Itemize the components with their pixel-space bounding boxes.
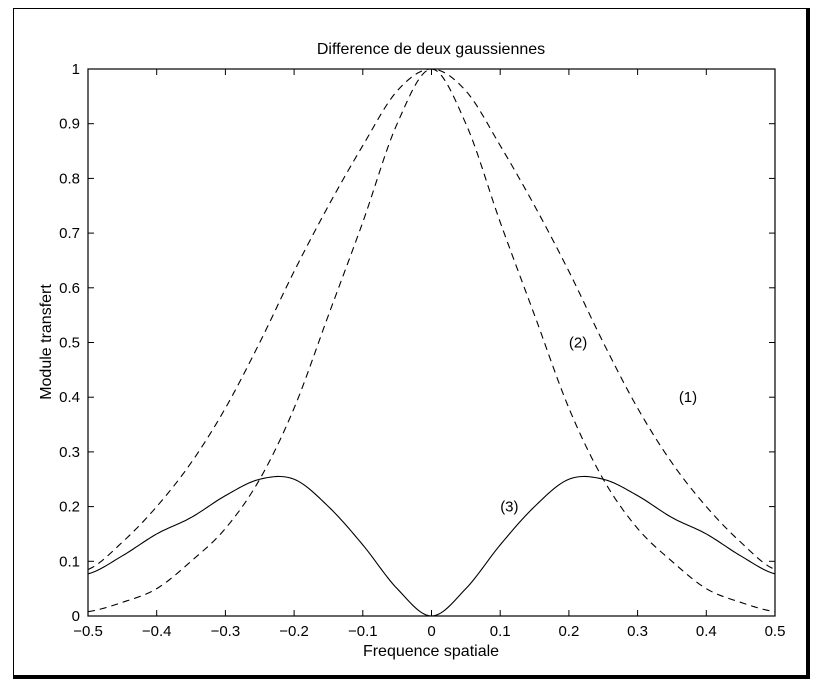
annotation-label-3: (3) <box>500 499 518 516</box>
series-line-2 <box>87 68 776 613</box>
x-tick-label: −0.4 <box>142 623 172 640</box>
y-tick-label: 0.5 <box>59 335 80 352</box>
x-tick-label: 0.5 <box>765 623 786 640</box>
x-axis-label: Frequence spatiale <box>363 643 499 660</box>
y-tick-label: 0 <box>72 608 80 625</box>
y-tick-label: 0.3 <box>59 444 80 461</box>
figure-frame <box>13 8 807 676</box>
y-axis-label: Module transfert <box>38 284 55 400</box>
annotation-layer: (1) (2) (3) <box>500 335 697 516</box>
x-tick-label: 0.1 <box>490 623 511 640</box>
series-line-3 <box>87 475 776 617</box>
series-line-1 <box>87 68 776 571</box>
x-tick-label: −0.2 <box>279 623 309 640</box>
x-tick-label: −0.3 <box>211 623 241 640</box>
y-tick-label: 1 <box>72 61 80 78</box>
annotation-label-1: (1) <box>679 389 697 406</box>
y-tick-label: 0.4 <box>59 389 80 406</box>
x-tick-label: 0.4 <box>696 623 717 640</box>
x-tick-label: −0.1 <box>348 623 378 640</box>
series-layer <box>87 68 776 617</box>
x-tick-label: 0.3 <box>627 623 648 640</box>
figure-frame-shadow-right <box>807 8 810 679</box>
plot-area-border <box>87 68 776 617</box>
x-tick-label: −0.5 <box>73 623 103 640</box>
y-tick-label: 0.1 <box>59 553 80 570</box>
figure-frame-shadow-bottom <box>13 676 810 679</box>
x-tick-label: 0 <box>427 623 435 640</box>
chart-title: Difference de deux gaussiennes <box>317 41 545 58</box>
y-tick-label: 0.9 <box>59 116 80 133</box>
y-tick-label: 0.7 <box>59 225 80 242</box>
y-tick-label: 0.8 <box>59 170 80 187</box>
x-tick-label: 0.2 <box>558 623 579 640</box>
y-tick-label: 0.6 <box>59 280 80 297</box>
y-tick-label: 0.2 <box>59 499 80 516</box>
axis-ticks: −0.5 −0.4 −0.3 −0.2 −0.1 0 0.1 0.2 0.3 0.4 0.5 0 0.1… <box>59 61 785 640</box>
annotation-label-2: (2) <box>569 335 587 352</box>
